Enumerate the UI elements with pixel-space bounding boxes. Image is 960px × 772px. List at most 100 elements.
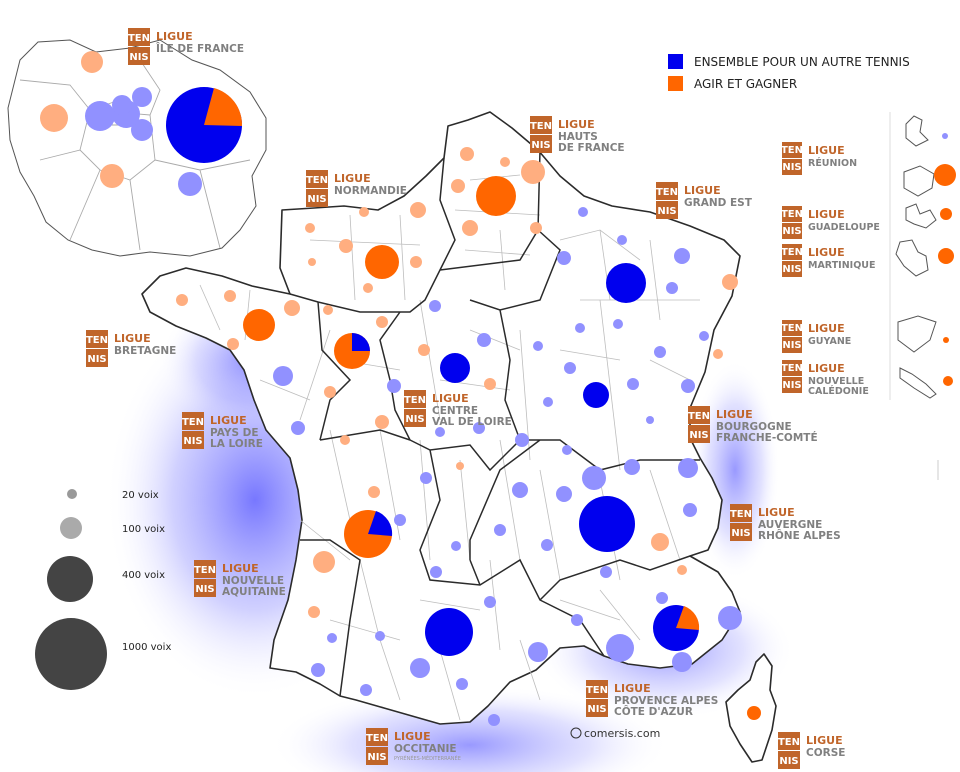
region-label-line: CORSE bbox=[806, 747, 845, 759]
badge-top-text: TEN bbox=[656, 187, 678, 198]
region-label-title: LIGUE bbox=[808, 322, 845, 335]
badge-top-text: TEN bbox=[586, 685, 608, 696]
badge-top-text: TEN bbox=[778, 737, 800, 748]
centre-val-de-loire-circle bbox=[440, 353, 470, 383]
tennis-badge-icon: TEN NIS bbox=[656, 182, 678, 219]
region-label-title: LIGUE bbox=[114, 332, 151, 345]
badge-top-text: TEN bbox=[182, 417, 204, 428]
ligue-occitanie-label: TEN NIS LIGUEOCCITANIEPYRÉNÉES-MÉDITERRANÉ… bbox=[366, 728, 461, 765]
region-label-title: LIGUE bbox=[808, 208, 845, 221]
size-100-circle bbox=[60, 517, 82, 539]
size-100-label: 100 voix bbox=[122, 524, 165, 535]
tennis-badge-icon: TEN NIS bbox=[404, 390, 426, 427]
tennis-badge-icon: TEN NIS bbox=[194, 560, 216, 597]
badge-bottom-text: NIS bbox=[531, 140, 550, 151]
region-label-line: MARTINIQUE bbox=[808, 260, 875, 271]
region-label-title: LIGUE bbox=[432, 392, 469, 405]
grand-est-circle bbox=[606, 263, 646, 303]
region-label-title: LIGUE bbox=[210, 414, 247, 427]
reunion-circle bbox=[934, 164, 956, 186]
auvergne-rhone-alpes-circle bbox=[579, 496, 635, 552]
provence-alpes-cote-d-azur-pie bbox=[653, 605, 700, 651]
region-label-title: LIGUE bbox=[758, 506, 795, 519]
legend-blue-label: ENSEMBLE POUR UN AUTRE TENNIS bbox=[694, 55, 910, 69]
tennis-badge-icon: TEN NIS bbox=[781, 320, 803, 353]
region-label-line: GRAND EST bbox=[684, 197, 753, 209]
region-label-title: LIGUE bbox=[808, 246, 845, 259]
tennis-badge-icon: TEN NIS bbox=[86, 330, 108, 367]
department-vote-circles bbox=[40, 51, 948, 726]
badge-bottom-text: NIS bbox=[782, 264, 801, 275]
region-label-line: NOUVELLE bbox=[808, 376, 864, 387]
region-label-subtitle: PYRÉNÉES-MÉDITERRANÉE bbox=[394, 754, 461, 762]
pays-de-la-loire-pie bbox=[334, 333, 370, 369]
region-label-line: LA LOIRE bbox=[210, 438, 263, 450]
badge-top-text: TEN bbox=[530, 121, 552, 132]
tennis-badge-icon: TEN NIS bbox=[306, 170, 328, 207]
ile-de-france-pie bbox=[166, 87, 243, 163]
badge-bottom-text: NIS bbox=[657, 206, 676, 217]
normandie-circle bbox=[365, 245, 399, 279]
badge-bottom-text: NIS bbox=[183, 436, 202, 447]
tennis-badge-icon: TEN NIS bbox=[781, 360, 803, 393]
region-label-line: RÉUNION bbox=[808, 157, 857, 169]
badge-bottom-text: NIS bbox=[307, 194, 326, 205]
region-label-title: LIGUE bbox=[334, 172, 371, 185]
tennis-badge-icon: TEN NIS bbox=[781, 244, 803, 277]
badge-top-text: TEN bbox=[730, 509, 752, 520]
region-label-line: PROVENCE ALPES bbox=[614, 695, 718, 707]
region-label-line: AQUITAINE bbox=[222, 586, 286, 598]
badge-bottom-text: NIS bbox=[87, 354, 106, 365]
tennis-badge-icon: TEN NIS bbox=[128, 28, 150, 65]
region-label-title: LIGUE bbox=[684, 184, 721, 197]
credit: comersis.com bbox=[570, 727, 660, 740]
size-400-circle bbox=[47, 556, 93, 602]
badge-top-text: TEN bbox=[781, 145, 803, 156]
guadeloupe-circle bbox=[940, 208, 952, 220]
size-1000-circle bbox=[35, 618, 107, 690]
badge-top-text: TEN bbox=[688, 411, 710, 422]
badge-bottom-text: NIS bbox=[405, 414, 424, 425]
badge-top-text: TEN bbox=[194, 565, 216, 576]
region-label-title: LIGUE bbox=[806, 734, 843, 747]
size-legend: 20 voix 100 voix 400 voix 1000 voix bbox=[35, 489, 171, 690]
size-1000-label: 1000 voix bbox=[122, 642, 171, 653]
region-vote-circles bbox=[166, 87, 956, 720]
hauts-de-france-circle bbox=[476, 176, 516, 216]
region-label-line: GUADELOUPE bbox=[808, 222, 880, 233]
region-label-line: OCCITANIE bbox=[394, 743, 457, 755]
badge-bottom-text: NIS bbox=[731, 528, 750, 539]
corse-circle bbox=[747, 706, 761, 720]
region-label-title: LIGUE bbox=[808, 144, 845, 157]
legend-blue-swatch bbox=[668, 54, 683, 69]
region-label-line: HAUTS bbox=[558, 131, 598, 143]
martinique-circle bbox=[938, 248, 954, 264]
badge-bottom-text: NIS bbox=[782, 340, 801, 351]
badge-bottom-text: NIS bbox=[587, 704, 606, 715]
bourgogne-franche-comte-circle bbox=[583, 382, 609, 408]
tennis-badge-icon: TEN NIS bbox=[366, 728, 388, 765]
overseas-territories bbox=[889, 112, 939, 480]
size-20-label: 20 voix bbox=[122, 490, 159, 501]
nouvelle-aquitaine-pie bbox=[344, 510, 393, 558]
badge-bottom-text: NIS bbox=[195, 584, 214, 595]
region-label-title: LIGUE bbox=[222, 562, 259, 575]
badge-top-text: TEN bbox=[404, 395, 426, 406]
region-label-title: LIGUE bbox=[558, 118, 595, 131]
badge-bottom-text: NIS bbox=[782, 162, 801, 173]
tennis-badge-icon: TEN NIS bbox=[182, 412, 204, 449]
region-label-line: CALÉDONIE bbox=[808, 385, 869, 397]
tennis-badge-icon: TEN NIS bbox=[530, 116, 552, 153]
copyright-icon bbox=[570, 727, 582, 739]
